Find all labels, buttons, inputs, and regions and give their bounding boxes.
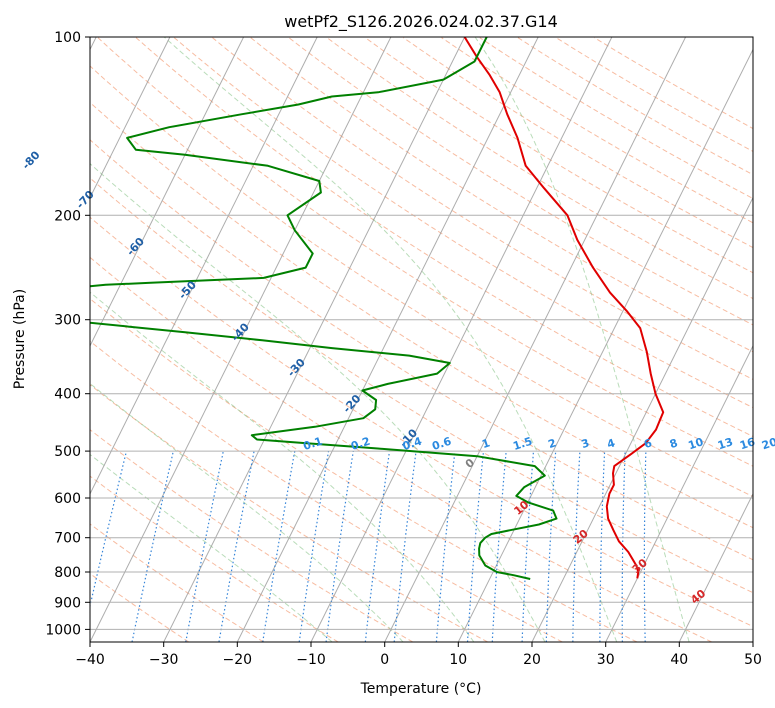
dry-adiabat-line bbox=[173, 37, 753, 409]
series-layer bbox=[90, 37, 665, 580]
isotherm-line bbox=[163, 37, 466, 642]
temperature-series-line bbox=[463, 37, 665, 579]
y-tick-label: 200 bbox=[54, 208, 81, 224]
isotherm-line bbox=[384, 37, 687, 642]
mixing-ratio-label: 8 bbox=[668, 436, 679, 451]
mixing-ratio-label: 0.1 bbox=[302, 435, 325, 453]
isotherm-line bbox=[457, 48, 753, 642]
isotherm-line bbox=[531, 196, 753, 642]
y-tick-label: 800 bbox=[54, 565, 81, 581]
dry-adiabat-line bbox=[90, 139, 753, 561]
mixing-ratio-label: 16 bbox=[738, 435, 757, 452]
y-axis-label: Pressure (hPa) bbox=[12, 289, 28, 389]
dry-adiabat-line bbox=[135, 37, 753, 438]
dry-adiabat-line bbox=[288, 37, 753, 326]
dry-adiabat-line bbox=[97, 37, 753, 467]
mixing-ratio-label: 6 bbox=[642, 436, 654, 451]
moist-adiabat-line bbox=[474, 37, 690, 642]
mixing-ratio-label: 3 bbox=[580, 436, 591, 451]
isotherm-line bbox=[90, 37, 171, 199]
dry-adiabat-line bbox=[212, 37, 753, 380]
dry-adiabat-line bbox=[90, 101, 753, 529]
moist-adiabat-line bbox=[90, 291, 475, 642]
dry-adiabat-line bbox=[90, 523, 264, 642]
x-axis-ticks: −40 −30 −20 −10 0 10 20 30 40 50 bbox=[75, 642, 762, 668]
mixing-ratio-line bbox=[466, 451, 485, 642]
moist-adiabat-line bbox=[90, 163, 546, 642]
mixing-ratio-line bbox=[298, 451, 330, 642]
isotherm-line bbox=[678, 492, 753, 642]
dry-adiabat-line bbox=[90, 384, 488, 642]
dewpoint-series-line bbox=[90, 37, 558, 580]
dry-adiabat-line bbox=[90, 298, 638, 642]
x-tick-label: 50 bbox=[744, 652, 762, 668]
plot-frame bbox=[89, 36, 754, 643]
y-tick-label: 900 bbox=[54, 595, 81, 611]
x-axis-label: Temperature (°C) bbox=[360, 681, 482, 697]
isotherm-line bbox=[90, 37, 245, 347]
dry-adiabat-line bbox=[90, 216, 753, 628]
y-tick-label: 600 bbox=[54, 491, 81, 507]
isotherm-line bbox=[90, 37, 392, 642]
mixing-ratio-label: 2 bbox=[547, 436, 558, 451]
mixing-ratio-label: 20 bbox=[760, 435, 775, 452]
x-tick-label: 30 bbox=[597, 652, 615, 668]
background-lines bbox=[90, 37, 753, 642]
isotherm-line bbox=[605, 344, 753, 642]
isotherm-line bbox=[310, 37, 613, 642]
isotherm-line bbox=[90, 37, 318, 495]
mixing-ratio-line bbox=[325, 451, 354, 642]
x-tick-label: 10 bbox=[449, 652, 467, 668]
x-tick-label: −20 bbox=[223, 652, 253, 668]
y-axis-ticks: 100 200 300 400 500 600 700 800 900 1000 bbox=[45, 30, 90, 638]
mixing-ratio-label: 1.5 bbox=[511, 435, 534, 453]
dry-adiabat-line bbox=[365, 37, 753, 274]
chart-title: wetPf2_S126.2026.024.02.37.G14 bbox=[284, 12, 558, 32]
y-tick-label: 100 bbox=[54, 30, 81, 46]
isotherm-line bbox=[236, 37, 539, 642]
moist-adiabat-line bbox=[163, 37, 618, 642]
x-tick-label: −30 bbox=[149, 652, 179, 668]
x-tick-label: −10 bbox=[296, 652, 326, 668]
dry-adiabat-line bbox=[479, 37, 753, 200]
mixing-ratio-label: 0.6 bbox=[430, 434, 453, 452]
dry-adiabat-line bbox=[90, 177, 753, 594]
dry-adiabat-line bbox=[90, 429, 414, 642]
mixing-ratio-label: 0.4 bbox=[401, 434, 424, 452]
y-tick-label: 700 bbox=[54, 531, 81, 547]
x-tick-label: 40 bbox=[670, 652, 688, 668]
x-tick-label: 20 bbox=[523, 652, 541, 668]
mixing-ratio-label: 0.2 bbox=[349, 435, 372, 453]
mixing-ratio-line bbox=[131, 450, 174, 642]
mixing-ratio-label: 10 bbox=[687, 435, 706, 452]
dry-adiabat-line bbox=[517, 37, 753, 176]
mixing-ratio-line bbox=[364, 451, 391, 642]
mixing-ratio-label: 4 bbox=[605, 436, 617, 451]
mixing-ratio-label: 1 bbox=[480, 436, 491, 451]
mixing-ratio-label: 13 bbox=[716, 435, 735, 452]
y-tick-label: 400 bbox=[54, 387, 81, 403]
x-tick-label: 0 bbox=[380, 652, 389, 668]
mixing-ratio-line bbox=[90, 450, 128, 609]
mixing-ratio-line bbox=[393, 451, 417, 642]
y-tick-label: 300 bbox=[54, 313, 81, 329]
dry-adiabat-line bbox=[250, 37, 753, 353]
moist-adiabat-line bbox=[90, 382, 404, 642]
y-tick-label: 500 bbox=[54, 444, 81, 460]
y-tick-label: 1000 bbox=[45, 622, 81, 638]
mixing-ratio-line bbox=[435, 451, 456, 642]
moist-adiabat-line bbox=[90, 453, 333, 642]
x-tick-label: −40 bbox=[75, 652, 105, 668]
dry-adiabat-line bbox=[403, 37, 753, 249]
dry-adiabat-line bbox=[90, 475, 339, 642]
